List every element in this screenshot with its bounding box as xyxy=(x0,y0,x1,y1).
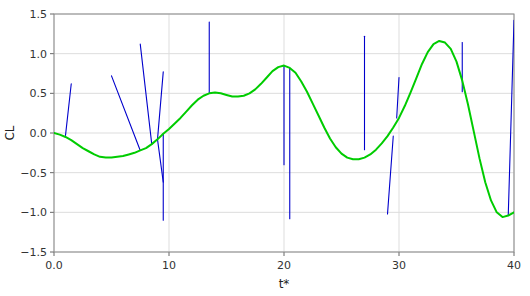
grid xyxy=(54,14,514,252)
y-tick xyxy=(50,212,54,213)
annotation-line xyxy=(388,136,394,214)
annotation-line xyxy=(158,139,164,182)
page: {"chart_data": { "type": "line", "xlabel… xyxy=(0,0,530,296)
y-tick xyxy=(50,14,54,15)
chart: 0.0 10 20 30 40 −1.5 −1.0 −0.5 0.0 0.5 1.0 1.5 t* CL xyxy=(0,0,530,296)
annotation-line xyxy=(397,77,399,117)
axes: 0.0 10 20 30 40 −1.5 −1.0 −0.5 0.0 0.5 1.0 1.5 xyxy=(20,8,521,272)
plot-area xyxy=(54,14,514,252)
y-grid-line xyxy=(54,53,514,54)
y-tick xyxy=(50,53,54,54)
y-tick-label: −1.5 xyxy=(20,246,47,259)
y-tick xyxy=(50,133,54,134)
annotation-line xyxy=(158,72,164,139)
annotation-line xyxy=(209,22,210,93)
x-axis-label: t* xyxy=(279,277,290,291)
y-tick-label: −1.0 xyxy=(20,206,47,219)
annotation-line xyxy=(289,68,290,219)
x-tick xyxy=(514,252,515,256)
annotation-line xyxy=(66,84,72,136)
annotation-line xyxy=(163,134,164,220)
annotation-line xyxy=(140,44,152,144)
x-grid-line xyxy=(284,14,285,252)
line xyxy=(54,41,514,217)
annotation-line xyxy=(508,20,514,215)
y-tick-label: 0.5 xyxy=(30,87,48,100)
x-tick-label: 10 xyxy=(162,259,176,272)
x-tick xyxy=(284,252,285,256)
y-grid-line xyxy=(54,212,514,213)
y-axis-label: CL xyxy=(3,125,17,140)
y-tick xyxy=(50,93,54,94)
x-tick-label: 0.0 xyxy=(45,259,63,272)
annotation-line xyxy=(283,66,284,165)
x-tick-label: 20 xyxy=(277,259,291,272)
annotation-line xyxy=(364,36,365,149)
y-tick-label: 1.0 xyxy=(30,48,48,61)
y-tick xyxy=(50,252,54,253)
plot-frame xyxy=(54,14,514,252)
y-tick-label: 1.5 xyxy=(30,8,48,21)
x-tick-label: 40 xyxy=(507,259,521,272)
x-tick xyxy=(169,252,170,256)
data xyxy=(54,20,514,220)
y-tick xyxy=(50,172,54,173)
y-grid-line xyxy=(54,172,514,173)
y-tick-label: −0.5 xyxy=(20,167,47,180)
x-tick xyxy=(399,252,400,256)
y-tick-label: 0.0 xyxy=(30,127,48,140)
x-tick xyxy=(54,252,55,256)
annotation-line xyxy=(112,76,141,151)
x-tick-label: 30 xyxy=(392,259,406,272)
